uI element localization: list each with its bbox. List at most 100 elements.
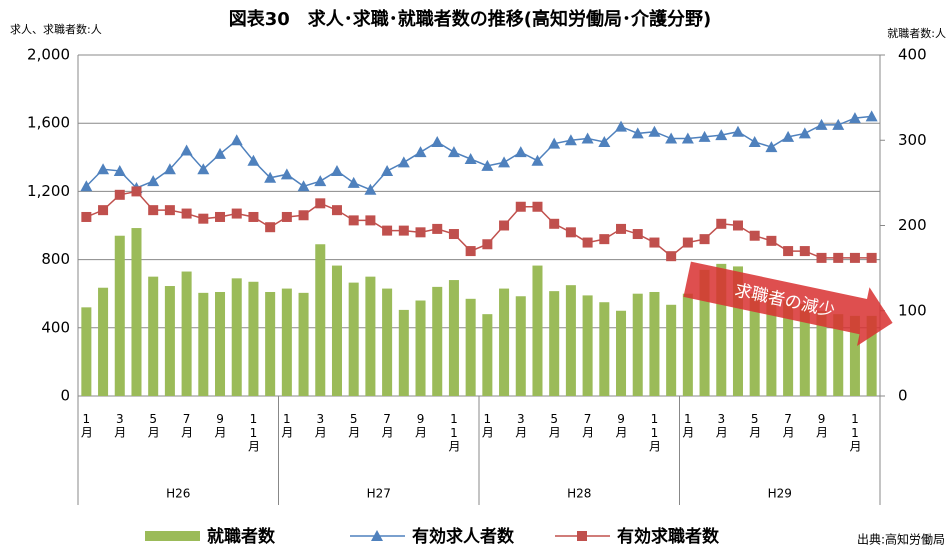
marker xyxy=(616,224,626,234)
marker xyxy=(516,202,526,212)
y-tick-label: 800 xyxy=(41,250,70,268)
bar xyxy=(466,299,476,396)
chart: 図表30 求人･求職･就職者数の推移(高知労働局･介護分野) 求人、求職者数:人… xyxy=(0,0,949,548)
marker xyxy=(683,238,693,248)
marker xyxy=(498,156,510,167)
x-tick-label: 3月 xyxy=(313,412,327,439)
marker xyxy=(231,134,243,145)
marker xyxy=(349,215,359,225)
bar xyxy=(248,282,258,396)
marker xyxy=(583,238,593,248)
marker xyxy=(232,209,242,219)
legend-label: 有効求職者数 xyxy=(617,526,720,547)
marker xyxy=(799,127,811,138)
x-tick-label: 5月 xyxy=(146,412,160,439)
x-tick-label: 1月 xyxy=(480,412,494,439)
x-tick-label: 5月 xyxy=(748,412,762,439)
marker xyxy=(81,212,91,222)
bar xyxy=(131,228,141,396)
group-label: H27 xyxy=(367,487,391,501)
marker xyxy=(248,212,258,222)
marker xyxy=(649,238,659,248)
x-tick-label: 1月 xyxy=(681,412,695,439)
marker xyxy=(765,141,777,152)
marker xyxy=(732,126,744,137)
marker xyxy=(648,126,660,137)
x-tick-label: 7月 xyxy=(781,412,795,439)
bar xyxy=(198,293,208,396)
marker xyxy=(515,146,527,157)
y2-tick-label: 300 xyxy=(898,131,927,149)
y2-tick-label: 400 xyxy=(898,46,927,64)
marker xyxy=(833,253,843,263)
marker xyxy=(716,219,726,229)
marker xyxy=(499,221,509,231)
x-tick-label: 3月 xyxy=(113,412,127,439)
marker xyxy=(282,212,292,222)
y-tick-label: 400 xyxy=(41,318,70,336)
bar xyxy=(516,296,526,396)
bar xyxy=(265,292,275,396)
bar xyxy=(432,287,442,396)
x-tick-label: 11月 xyxy=(848,412,862,453)
y2-tick-label: 100 xyxy=(898,301,927,319)
bar xyxy=(683,294,693,396)
y-tick-label: 0 xyxy=(60,387,70,405)
bar xyxy=(81,307,91,396)
y2-axis-title: 就職者数:人 xyxy=(887,26,946,40)
marker xyxy=(482,239,492,249)
x-tick-label: 5月 xyxy=(547,412,561,439)
marker xyxy=(365,215,375,225)
bar xyxy=(649,292,659,396)
bar xyxy=(566,285,576,396)
bar xyxy=(232,278,242,396)
marker xyxy=(165,205,175,215)
bar xyxy=(215,292,225,396)
x-tick-label: 3月 xyxy=(714,412,728,439)
marker xyxy=(398,156,410,167)
group-label: H26 xyxy=(166,487,190,501)
bar xyxy=(115,236,125,396)
marker xyxy=(582,133,594,144)
bar xyxy=(599,302,609,396)
x-tick-label: 1月 xyxy=(280,412,294,439)
bar xyxy=(399,310,409,396)
line xyxy=(86,116,871,189)
x-tick-label: 7月 xyxy=(380,412,394,439)
marker xyxy=(466,246,476,256)
marker xyxy=(599,234,609,244)
marker xyxy=(749,136,761,147)
bar xyxy=(666,305,676,396)
bar xyxy=(499,289,509,396)
marker xyxy=(416,227,426,237)
bar xyxy=(182,272,192,396)
x-tick-label: 11月 xyxy=(246,412,260,453)
marker xyxy=(549,219,559,229)
bar xyxy=(583,295,593,396)
x-tick-label: 9月 xyxy=(414,412,428,439)
x-tick-label: 9月 xyxy=(213,412,227,439)
marker xyxy=(750,231,760,241)
marker xyxy=(97,163,109,174)
bar xyxy=(349,283,359,396)
marker xyxy=(314,175,326,186)
marker xyxy=(448,146,460,157)
marker xyxy=(332,205,342,215)
x-tick-label: 11月 xyxy=(447,412,461,453)
marker xyxy=(850,253,860,263)
x-tick-label: 3月 xyxy=(514,412,528,439)
legend-marker xyxy=(577,531,587,541)
marker xyxy=(331,165,343,176)
legend-label: 有効求人者数 xyxy=(412,526,515,547)
marker xyxy=(348,177,360,188)
marker xyxy=(532,202,542,212)
marker xyxy=(131,186,141,196)
marker xyxy=(382,226,392,236)
bar xyxy=(332,266,342,396)
marker xyxy=(817,253,827,263)
marker xyxy=(381,165,393,176)
bar xyxy=(616,311,626,396)
bar xyxy=(482,314,492,396)
marker xyxy=(148,205,158,215)
bar xyxy=(449,280,459,396)
